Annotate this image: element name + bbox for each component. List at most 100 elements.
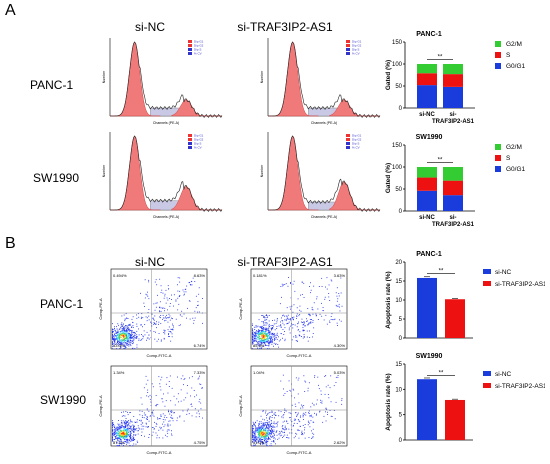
histogram-legend-label: Dip G1 xyxy=(352,134,362,138)
histogram-legend-swatch xyxy=(346,142,350,145)
chart-title: SW1990 xyxy=(416,134,443,141)
histogram-legend-swatch xyxy=(188,48,192,51)
histogram-outline xyxy=(110,135,223,212)
flow-q1-value: 0.181% xyxy=(253,273,267,278)
histogram-legend-swatch xyxy=(188,146,192,149)
significance-label: ** xyxy=(438,55,443,61)
y-tick-label: 0 xyxy=(399,106,403,112)
legend-swatch xyxy=(495,63,501,69)
x-tick-label: si-NC xyxy=(419,112,435,118)
y-tick-label: 0 xyxy=(399,336,403,342)
flow-q1-value: 0.494% xyxy=(113,273,127,278)
stacked-bar-segment xyxy=(443,180,463,196)
stacked-bar-segment xyxy=(417,85,437,108)
panel-letter-a: A xyxy=(5,2,16,19)
stacked-bar-segment xyxy=(443,195,463,211)
panel-letter-b: B xyxy=(5,235,16,252)
histogram-legend-label: Dip S xyxy=(194,48,201,52)
legend-swatch xyxy=(495,52,501,58)
histogram-y-label: Number xyxy=(260,70,264,83)
flow-q2-value: 5.03% xyxy=(334,370,346,375)
row-label-panc1-b: PANC-1 xyxy=(40,297,84,311)
histogram-x-label: Channels (PE-A) xyxy=(311,121,337,125)
stacked-bar-segment xyxy=(443,167,463,181)
significance-label: ** xyxy=(438,158,443,164)
flow-q3-value: 2.62% xyxy=(334,440,346,445)
histogram-legend-label: Dip S xyxy=(352,48,359,52)
histogram-legend-swatch xyxy=(188,142,192,145)
legend-label: si-NC xyxy=(495,269,512,276)
histogram-outline xyxy=(110,41,223,118)
flow-event-dots xyxy=(112,277,203,350)
histogram-legend-swatch xyxy=(346,44,350,47)
x-tick-label: TRAF3IP2-AS1 xyxy=(432,119,475,125)
histogram-legend-label: Dip G2 xyxy=(352,138,362,142)
legend-swatch xyxy=(483,371,491,376)
histogram-outline xyxy=(268,41,381,118)
stacked-bar-segment xyxy=(417,177,437,191)
histogram-legend-swatch xyxy=(346,134,350,137)
y-axis-label: Gated (%) xyxy=(385,163,392,193)
column-header-si-nc-b: si-NC xyxy=(135,255,165,269)
stacked-bar-chart-panc1: PANC-1 0 50 100 150 Gated (%) si-NC si-TRAF3IP2… xyxy=(385,31,526,125)
y-tick-label: 15 xyxy=(395,362,402,368)
histogram-x-label: Channels (PE-A) xyxy=(153,215,179,219)
legend-swatch xyxy=(495,144,501,150)
histogram-g1-peak xyxy=(268,41,319,117)
histogram-g1-peak xyxy=(268,135,319,211)
flow-q2-value: 7.33% xyxy=(194,370,206,375)
y-tick-label: 10 xyxy=(395,387,402,393)
histogram-legend-label: % CV xyxy=(352,52,360,56)
y-axis-label: Gated (%) xyxy=(385,60,392,90)
flow-q2-value: 3.63% xyxy=(334,273,346,278)
flow-plot-frame xyxy=(110,268,208,350)
histogram-legend-label: Dip S xyxy=(194,142,201,146)
stacked-bar-segment xyxy=(443,86,463,108)
histogram-legend-swatch xyxy=(188,138,192,141)
legend-label: si-NC xyxy=(495,371,512,378)
legend-swatch xyxy=(483,383,491,388)
histogram-y-label: Number xyxy=(260,164,264,177)
flow-q4-value: 83.0% xyxy=(113,343,125,348)
flow-q4-value: 85.9% xyxy=(253,343,265,348)
flow-scatter-sw1990-si-nc: 1.34% 7.33% 87.4% 4.75% Comp-FITC-A Comp-PE-A xyxy=(98,365,208,455)
flow-event-dots xyxy=(252,277,343,350)
histogram-legend-label: Dip G1 xyxy=(194,134,204,138)
flow-x-label: Comp-FITC-A xyxy=(147,450,172,455)
legend-swatch xyxy=(495,166,501,172)
flow-q1-value: 1.34% xyxy=(113,370,125,375)
legend-label: G0/G1 xyxy=(506,166,526,173)
apoptosis-bar xyxy=(445,399,465,440)
x-tick-label: TRAF3IP2-AS1 xyxy=(432,222,475,228)
y-tick-label: 5 xyxy=(399,317,403,323)
flow-x-label: Comp-FITC-A xyxy=(287,450,312,455)
flow-scatter-panc1-si-traf: 0.181% 3.63% 85.9% 4.30% Comp-FITC-A Comp-PE-… xyxy=(238,268,348,358)
histogram-legend-label: Dip S xyxy=(352,142,359,146)
row-label-sw1990-a: SW1990 xyxy=(33,171,80,185)
y-tick-label: 150 xyxy=(392,143,403,149)
histogram-x-label: Channels (PE-A) xyxy=(311,215,337,219)
histogram-legend-label: % CV xyxy=(194,146,202,150)
histogram-legend-label: % CV xyxy=(194,52,202,56)
flow-y-label: Comp-PE-A xyxy=(238,298,243,320)
flow-q3-value: 4.30% xyxy=(334,343,346,348)
flow-q1-value: 1.04% xyxy=(253,370,265,375)
flow-q2-value: 8.63% xyxy=(194,273,206,278)
flow-plot-frame xyxy=(250,268,348,350)
y-tick-label: 100 xyxy=(392,62,403,68)
legend-label: si-TRAF3IP2-AS1 xyxy=(495,281,545,288)
histogram-outline xyxy=(268,135,381,212)
histogram-legend-swatch xyxy=(188,134,192,137)
column-header-si-traf-a: si-TRAF3IP2-AS1 xyxy=(237,20,333,34)
histogram-legend-swatch xyxy=(188,52,192,55)
histogram-legend-swatch xyxy=(346,138,350,141)
chart-title: PANC-1 xyxy=(416,251,442,258)
flow-event-dots xyxy=(252,374,343,447)
apoptosis-bar xyxy=(445,299,465,338)
stacked-bar-segment xyxy=(443,64,463,75)
